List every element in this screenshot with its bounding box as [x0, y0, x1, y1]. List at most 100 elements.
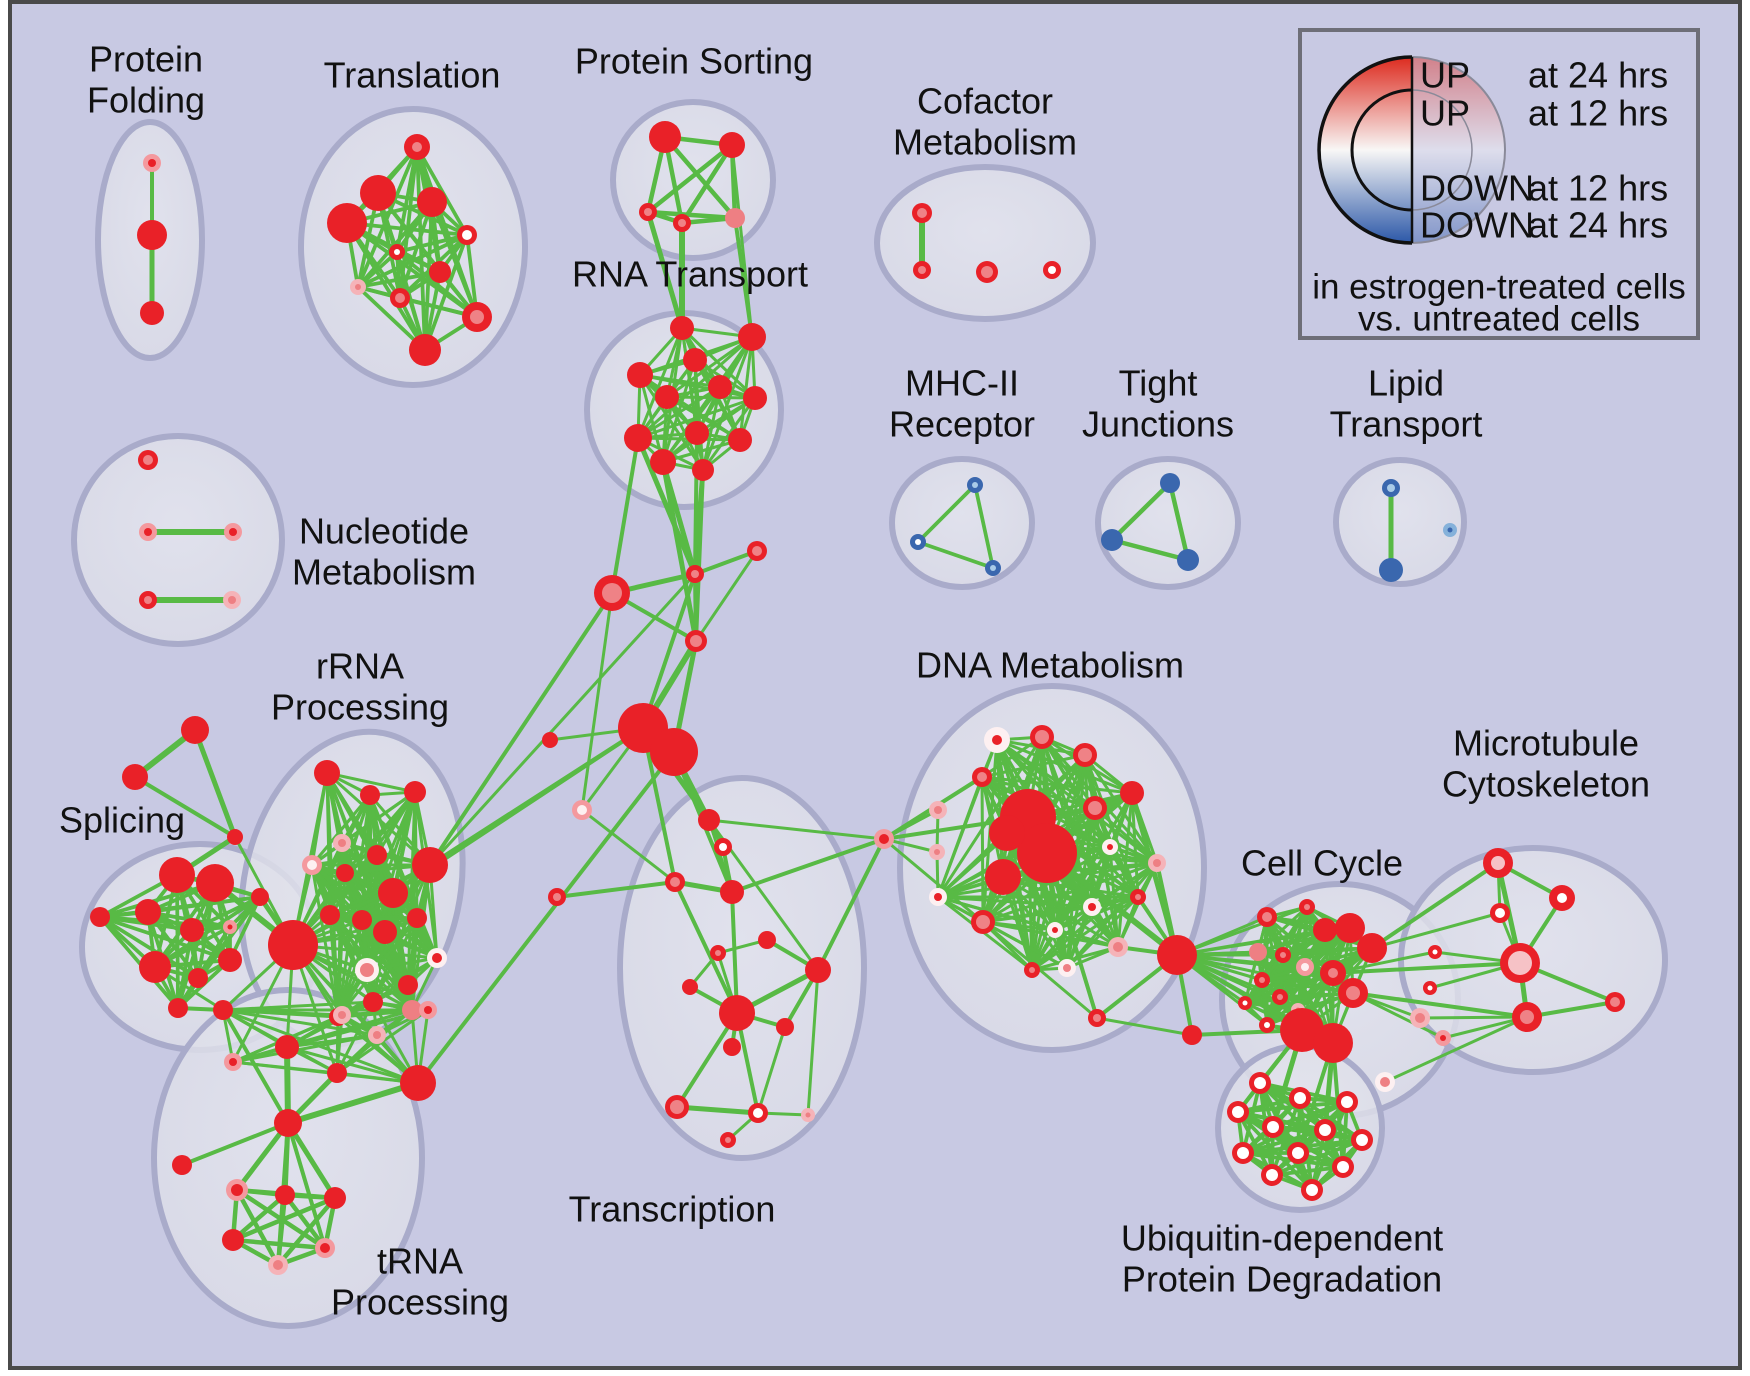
- cluster-ellipse-tight-junctions: [1095, 456, 1241, 590]
- gene-node: [1101, 529, 1123, 551]
- cluster-label-trna-processing: Processing: [331, 1282, 509, 1323]
- cluster-label-tight-junctions: Junctions: [1082, 404, 1234, 445]
- gene-node: [1313, 918, 1337, 942]
- gene-node: [390, 288, 410, 308]
- gene-node: [1335, 913, 1365, 943]
- node-layer: [90, 121, 1625, 1275]
- gene-node: [929, 844, 945, 860]
- gene-node: [720, 1132, 736, 1148]
- gene-node: [1287, 1142, 1309, 1164]
- gene-node: [639, 203, 657, 221]
- gene-node: [457, 225, 477, 245]
- gene-node: [389, 244, 405, 260]
- gene-node: [137, 220, 167, 250]
- gene-node: [412, 847, 448, 883]
- gene-node: [685, 630, 707, 652]
- cluster-ellipse-nucleotide-metabolism: [71, 433, 285, 647]
- gene-node: [708, 375, 732, 399]
- cluster-label-microtubule-cytoskeleton: Microtubule: [1453, 723, 1639, 764]
- cluster-ellipse-lipid-transport: [1333, 457, 1467, 587]
- legend-footer-1: vs. untreated cells: [1358, 299, 1640, 338]
- gene-node: [350, 279, 366, 295]
- cluster-label-mhc-ii-receptor: MHC-II: [905, 363, 1019, 404]
- gene-node: [320, 905, 340, 925]
- gene-node: [1357, 933, 1387, 963]
- gene-node: [1410, 1008, 1430, 1028]
- cluster-label-tight-junctions: Tight: [1119, 363, 1198, 404]
- gene-node: [1160, 473, 1180, 493]
- gene-node: [1275, 947, 1291, 963]
- gene-node: [427, 948, 447, 968]
- gene-node: [1605, 992, 1625, 1012]
- gene-node: [181, 716, 209, 744]
- gene-node: [1120, 781, 1144, 805]
- gene-node: [251, 888, 269, 906]
- gene-node: [196, 864, 234, 902]
- gene-node: [462, 302, 492, 332]
- gene-node: [1083, 796, 1107, 820]
- gene-node: [548, 888, 566, 906]
- gene-node: [1423, 981, 1437, 995]
- gene-node: [1073, 743, 1097, 767]
- gene-node: [1030, 725, 1054, 749]
- gene-node: [683, 348, 707, 372]
- gene-node: [1249, 943, 1267, 961]
- gene-node: [698, 809, 720, 831]
- legend-direction-3: DOWN: [1420, 205, 1534, 246]
- gene-node: [1289, 1087, 1311, 1109]
- gene-node: [989, 815, 1025, 851]
- gene-node: [363, 992, 383, 1012]
- gene-node: [360, 785, 380, 805]
- gene-node: [714, 838, 732, 856]
- gene-node: [222, 1229, 244, 1251]
- gene-node: [1351, 1129, 1373, 1151]
- gene-node: [324, 1187, 346, 1209]
- gene-node: [1483, 848, 1513, 878]
- gene-node: [967, 477, 983, 493]
- gene-node: [1332, 1156, 1354, 1178]
- legend-time-0: at 24 hrs: [1528, 55, 1668, 96]
- gene-node: [1017, 823, 1077, 883]
- gene-node: [776, 1018, 794, 1036]
- gene-node: [1257, 907, 1277, 927]
- gene-node: [1500, 943, 1540, 983]
- gene-node: [723, 1038, 741, 1056]
- gene-node: [972, 767, 992, 787]
- gene-node: [710, 945, 726, 961]
- gene-node: [302, 855, 322, 875]
- gene-node: [188, 968, 208, 988]
- gene-node: [368, 1026, 386, 1044]
- gene-node: [650, 449, 676, 475]
- gene-node: [226, 1179, 248, 1201]
- legend-direction-2: DOWN: [1420, 168, 1534, 209]
- gene-node: [1314, 1119, 1336, 1141]
- gene-node: [1382, 479, 1400, 497]
- gene-node: [1058, 959, 1076, 977]
- gene-node: [748, 1103, 768, 1123]
- gene-node: [268, 1255, 288, 1275]
- gene-node: [404, 134, 430, 160]
- gene-node: [352, 910, 372, 930]
- gene-node: [682, 979, 698, 995]
- gene-node: [224, 523, 242, 541]
- gene-node: [378, 878, 408, 908]
- gene-node: [360, 175, 396, 211]
- gene-node: [1024, 962, 1040, 978]
- cluster-ellipse-protein-sorting: [610, 99, 776, 261]
- gene-node: [1047, 922, 1063, 938]
- gene-node: [402, 1000, 422, 1020]
- gene-node: [139, 591, 157, 609]
- gene-node: [1083, 898, 1101, 916]
- legend-time-1: at 12 hrs: [1528, 93, 1668, 134]
- gene-node: [373, 920, 397, 944]
- gene-node: [971, 910, 995, 934]
- gene-node: [1043, 261, 1061, 279]
- gene-node: [1177, 549, 1199, 571]
- legend-time-3: at 24 hrs: [1528, 205, 1668, 246]
- gene-node: [1301, 1179, 1323, 1201]
- gene-node: [409, 334, 441, 366]
- gene-node: [90, 907, 110, 927]
- gene-node: [572, 800, 592, 820]
- cluster-label-translation: Translation: [324, 55, 501, 96]
